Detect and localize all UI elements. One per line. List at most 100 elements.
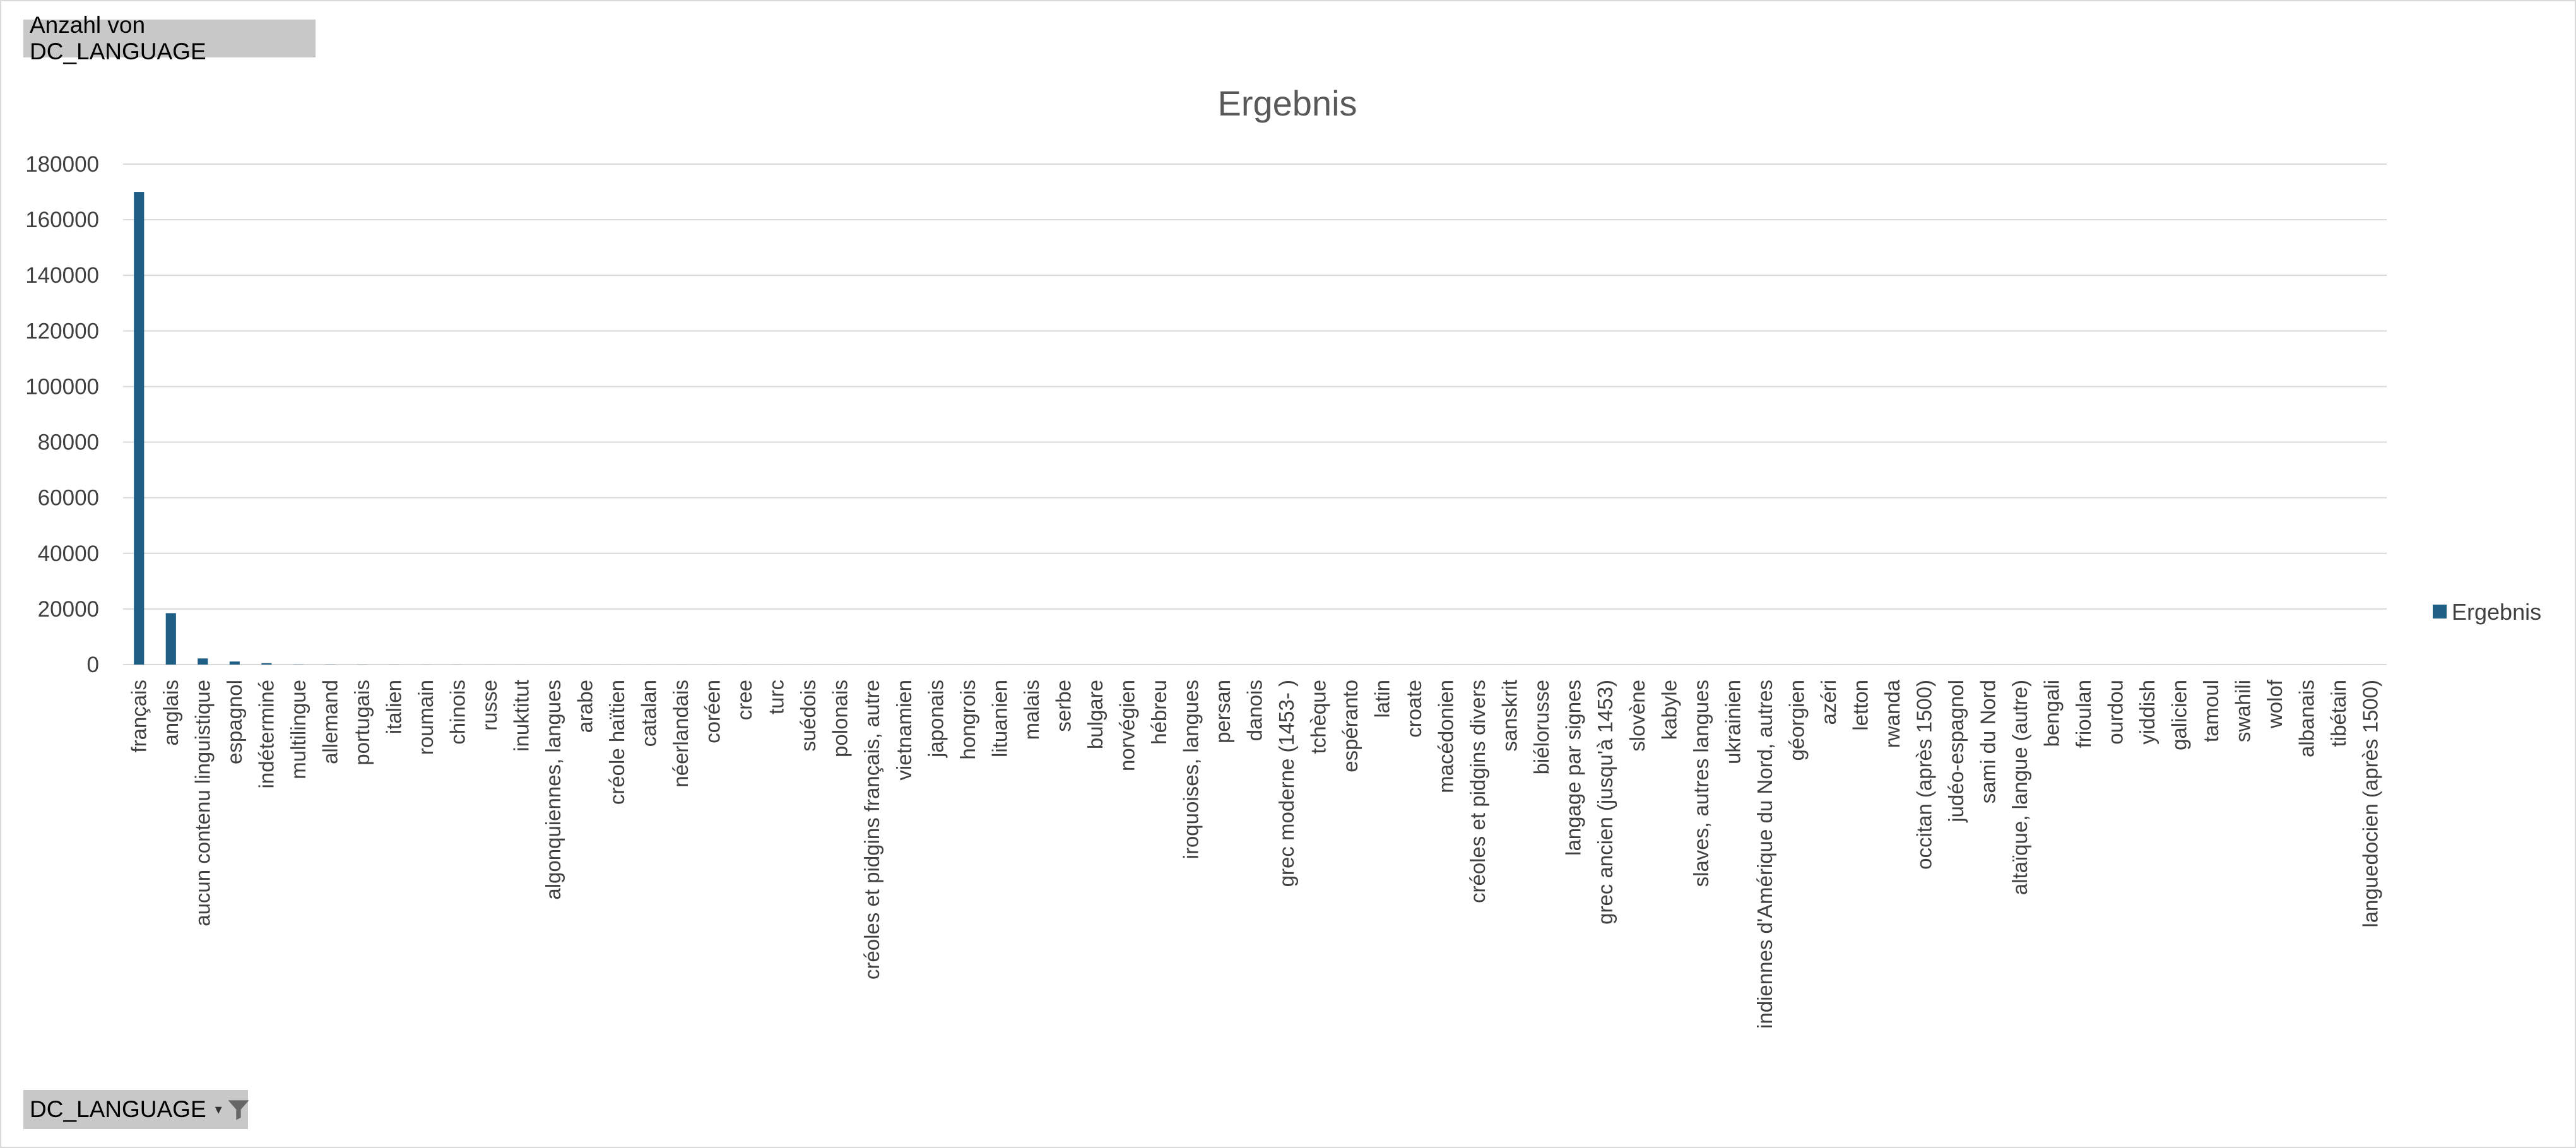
y-tick-label: 0 [87,653,99,677]
x-category-label: tibétain [2327,680,2350,747]
x-category-label: créoles et pidgins divers [1466,680,1489,903]
x-category-label: slovène [1626,680,1649,752]
x-category-label: coréen [701,680,724,743]
y-tick-label: 180000 [25,152,99,177]
bar[interactable] [229,661,240,665]
bars [134,192,2376,665]
x-category-label: cree [733,680,756,720]
x-category-label: suédois [796,680,820,752]
y-tick-label: 80000 [38,430,99,455]
x-category-label: créoles et pidgins français, autre [860,680,883,979]
value-field-label: Anzahl von DC_LANGUAGE [30,12,206,64]
x-category-label: macédonien [1434,680,1458,793]
x-category-label: danois [1243,680,1267,741]
y-tick-label: 160000 [25,208,99,232]
x-category-label: rwanda [1881,679,1904,748]
x-axis-labels: français anglais aucun contenu linguistiqu… [127,679,2382,1029]
x-category-label: latin [1371,680,1394,718]
x-category-label: yiddish [2136,680,2159,745]
row-field-label: DC_LANGUAGE [30,1096,206,1122]
legend[interactable]: Ergebnis [2433,599,2541,625]
filter-funnel-icon[interactable] [225,1096,252,1123]
y-tick-label: 60000 [38,486,99,511]
x-category-label: allemand [318,680,341,764]
y-tick-label: 140000 [25,263,99,288]
x-category-label: ourdou [2104,680,2127,745]
dropdown-arrow-icon[interactable]: ▾ [215,1101,222,1117]
x-category-label: croate [1402,680,1426,738]
x-category-label: kabyle [1657,680,1681,740]
x-category-label: portugais [350,680,374,766]
x-category-label: anglais [159,680,182,746]
x-category-label: aucun contenu linguistique [191,680,214,926]
x-category-label: indéterminé [254,680,278,788]
x-category-label: grec ancien (jusqu'à 1453) [1593,680,1617,925]
x-category-label: vietnamien [892,680,916,781]
x-category-label: catalan [637,680,661,747]
x-category-label: languedocien (après 1500) [2359,680,2382,928]
x-category-label: inuktitut [510,680,533,752]
x-category-label: français [127,680,150,753]
x-category-label: néerlandais [669,680,692,788]
row-field-controls[interactable]: ▾ [206,1096,252,1123]
x-category-label: slaves, autres langues [1689,680,1713,887]
x-category-label: iroquoises, langues [1179,680,1202,859]
x-category-label: serbe [1051,680,1075,732]
x-category-label: russe [478,680,501,731]
chart-title: Ergebnis [1217,83,1357,123]
value-field-button[interactable]: Anzahl von DC_LANGUAGE [23,12,316,64]
x-category-label: langage par signes [1562,680,1585,856]
x-category-label: norvégien [1115,680,1138,771]
legend-swatch [2433,605,2447,618]
x-category-label: grec moderne (1453- ) [1275,680,1298,887]
bar[interactable] [134,192,145,665]
x-category-label: biélorusse [1530,680,1553,774]
x-category-label: frioulan [2072,680,2095,748]
x-category-label: bengali [2040,680,2064,747]
x-category-label: swahili [2231,680,2255,742]
x-category-label: judéo-espagnol [1944,680,1968,823]
x-category-label: italien [382,680,405,734]
y-tick-label: 120000 [25,319,99,343]
x-category-label: multilingue [287,680,310,779]
y-tick-label: 100000 [25,374,99,399]
x-category-label: roumain [414,680,437,755]
y-axis-ticks: 0 20000 40000 60000 80000 100000 120000 140000 1… [25,152,99,677]
x-category-label: géorgien [1785,680,1808,760]
x-category-label: altaïque, langue (autre) [2008,680,2031,895]
x-category-label: occitan (après 1500) [1912,680,1935,870]
bar[interactable] [261,663,272,665]
bar[interactable] [198,658,208,665]
x-category-label: polonais [829,680,852,757]
x-category-label: espagnol [223,680,246,764]
x-category-label: persan [1211,680,1234,743]
bar[interactable] [165,613,176,665]
y-tick-label: 20000 [38,597,99,622]
gridlines [123,163,2387,665]
x-category-label: albanais [2295,680,2319,757]
x-category-label: japonais [924,680,947,758]
x-category-label: ukrainien [1721,680,1744,764]
x-category-label: malais [1020,680,1043,740]
y-tick-label: 40000 [38,541,99,566]
x-category-label: créole haïtien [605,680,629,805]
x-category-label: sanskrit [1498,680,1521,752]
x-category-label: chinois [446,680,469,745]
x-category-label: letton [1848,680,1872,731]
x-category-label: lituanien [988,680,1011,757]
legend-label: Ergebnis [2452,599,2541,625]
x-category-label: azéri [1817,680,1840,725]
row-field-button[interactable]: DC_LANGUAGE ▾ [23,1090,249,1129]
x-category-label: indiennes d'Amérique du Nord, autres [1753,680,1776,1029]
x-category-label: hébreu [1147,680,1171,745]
x-category-label: sami du Nord [1976,680,1999,803]
x-category-label: algonquiennes, langues [541,680,565,900]
x-category-label: espéranto [1338,680,1362,772]
x-category-label: galicien [2168,680,2191,750]
x-category-label: tchèque [1307,680,1330,754]
x-category-label: tamoul [2199,680,2223,742]
x-category-label: arabe [574,680,597,733]
x-category-label: wolof [2263,679,2286,729]
